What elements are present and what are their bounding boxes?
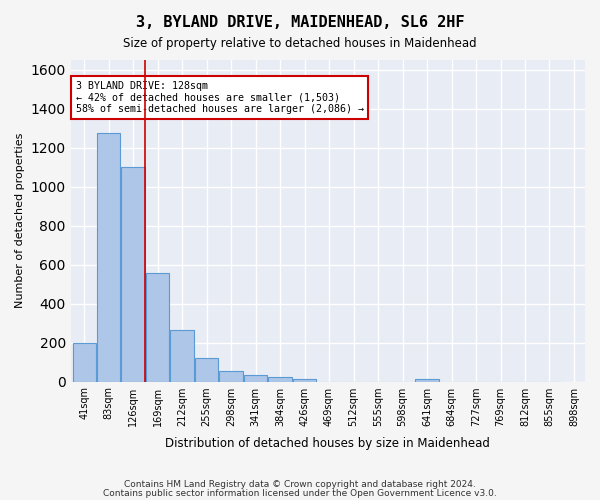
- Bar: [97, 133, 120, 382]
- Bar: [293, 378, 316, 382]
- Text: Contains public sector information licensed under the Open Government Licence v3: Contains public sector information licen…: [103, 488, 497, 498]
- Y-axis label: Number of detached properties: Number of detached properties: [15, 133, 25, 308]
- Bar: [244, 374, 267, 382]
- Bar: [73, 342, 96, 382]
- Text: Contains HM Land Registry data © Crown copyright and database right 2024.: Contains HM Land Registry data © Crown c…: [124, 480, 476, 489]
- Bar: [170, 330, 194, 382]
- Text: Size of property relative to detached houses in Maidenhead: Size of property relative to detached ho…: [123, 38, 477, 51]
- Text: 3 BYLAND DRIVE: 128sqm
← 42% of detached houses are smaller (1,503)
58% of semi-: 3 BYLAND DRIVE: 128sqm ← 42% of detached…: [76, 81, 364, 114]
- Bar: [415, 378, 439, 382]
- Bar: [121, 167, 145, 382]
- X-axis label: Distribution of detached houses by size in Maidenhead: Distribution of detached houses by size …: [166, 437, 490, 450]
- Bar: [195, 358, 218, 382]
- Text: 3, BYLAND DRIVE, MAIDENHEAD, SL6 2HF: 3, BYLAND DRIVE, MAIDENHEAD, SL6 2HF: [136, 15, 464, 30]
- Bar: [268, 376, 292, 382]
- Bar: [220, 371, 243, 382]
- Bar: [146, 274, 169, 382]
